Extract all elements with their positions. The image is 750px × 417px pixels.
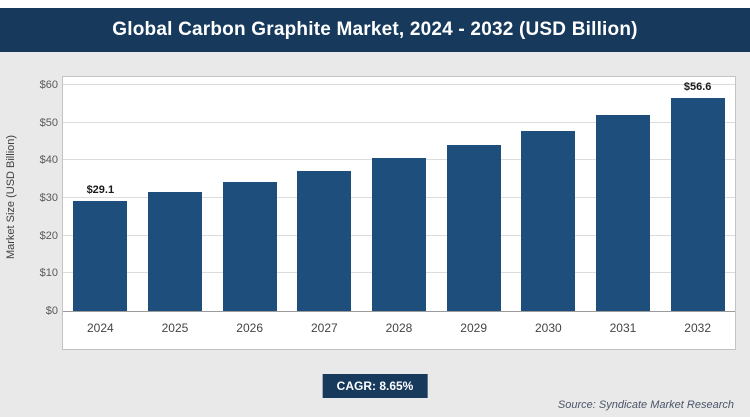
plot-area: $29.1 $56.6 2024 2025 2026 2027 2028 2029 2030 2… bbox=[62, 76, 736, 350]
gridline bbox=[63, 84, 735, 85]
y-axis-tick-labels: $0 $10 $20 $30 $40 $50 $60 bbox=[20, 79, 58, 317]
x-tick-label: 2031 bbox=[609, 321, 637, 335]
bar-2032 bbox=[670, 97, 725, 311]
x-tick-label: 2032 bbox=[684, 321, 711, 335]
y-tick-label: $40 bbox=[39, 154, 58, 167]
x-axis-tick-labels: 2024 2025 2026 2027 2028 2029 2030 2031 2032 bbox=[63, 321, 735, 337]
y-tick-label: $30 bbox=[39, 192, 58, 204]
x-tick-label: 2026 bbox=[236, 321, 263, 335]
x-tick-label: 2024 bbox=[86, 321, 114, 335]
y-tick-label: $20 bbox=[39, 229, 58, 242]
bar-2030 bbox=[521, 130, 576, 311]
y-tick-label: $50 bbox=[39, 116, 58, 129]
bar-2025 bbox=[148, 191, 202, 311]
y-axis-title: Market Size (USD Billion) bbox=[5, 134, 17, 260]
x-tick-label: 2030 bbox=[534, 321, 562, 335]
bar-2027 bbox=[297, 170, 352, 311]
cagr-badge: CAGR: 8.65% bbox=[322, 374, 428, 398]
chart-title: Global Carbon Graphite Market, 2024 - 20… bbox=[112, 19, 638, 40]
chart-panel: Market Size (USD Billion) $0 $10 $20 $30 $40… bbox=[0, 52, 750, 417]
bar-series: $29.1 $56.6 bbox=[63, 81, 735, 311]
x-tick-label: 2029 bbox=[460, 321, 487, 335]
bar-2026 bbox=[222, 181, 277, 311]
x-tick-label: 2027 bbox=[310, 321, 338, 335]
y-tick-label: $60 bbox=[39, 79, 58, 91]
bar-2028 bbox=[372, 158, 426, 311]
x-tick-label: 2025 bbox=[161, 321, 189, 335]
y-tick-label: $10 bbox=[39, 267, 58, 280]
bar-value-label: $29.1 bbox=[86, 184, 115, 197]
source-text: Source: Syndicate Market Research bbox=[557, 399, 734, 411]
gridline bbox=[63, 121, 735, 123]
bar-2024 bbox=[73, 201, 128, 311]
cagr-label: CAGR: 8.65% bbox=[336, 379, 414, 393]
x-tick-label: 2028 bbox=[385, 321, 413, 335]
chart-title-banner: Global Carbon Graphite Market, 2024 - 20… bbox=[0, 8, 750, 52]
y-tick-label: $0 bbox=[45, 305, 58, 317]
bar-2031 bbox=[596, 115, 650, 311]
bar-2029 bbox=[446, 145, 501, 311]
bar-value-label: $56.6 bbox=[683, 80, 712, 93]
